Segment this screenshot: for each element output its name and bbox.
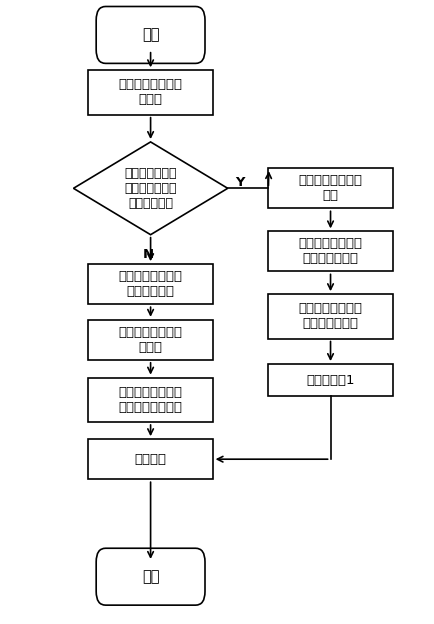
FancyBboxPatch shape <box>96 548 205 605</box>
Text: 将当前任务优先级
存入读任务表中: 将当前任务优先级 存入读任务表中 <box>299 237 362 265</box>
Text: 进行处理优先级反
转的相关操作: 进行处理优先级反 转的相关操作 <box>118 270 183 298</box>
Text: 初始化及相关可行
性判断: 初始化及相关可行 性判断 <box>118 79 183 107</box>
Bar <box>89 439 213 479</box>
Bar <box>89 264 213 305</box>
Text: 将该任务存入事件
等待表: 将该任务存入事件 等待表 <box>118 326 183 354</box>
Bar <box>89 319 213 360</box>
Text: 将信号量状态改为
读任务占有状态: 将信号量状态改为 读任务占有状态 <box>299 303 362 330</box>
Text: 结束: 结束 <box>142 569 159 584</box>
Text: 任务切换: 任务切换 <box>135 452 167 466</box>
Text: 将当前任务挂起状
态改为读请求挂起: 将当前任务挂起状 态改为读请求挂起 <box>118 386 183 414</box>
Text: 开始: 开始 <box>142 27 159 42</box>
Text: Y: Y <box>235 175 245 188</box>
Bar <box>268 168 393 208</box>
Text: 信号量状态是否
为未被占有或读
任务占有状态: 信号量状态是否 为未被占有或读 任务占有状态 <box>125 167 177 210</box>
Bar <box>89 378 213 422</box>
Polygon shape <box>73 142 228 235</box>
Text: 读任务数加1: 读任务数加1 <box>306 374 355 386</box>
Text: N: N <box>143 248 154 261</box>
FancyBboxPatch shape <box>96 6 205 64</box>
Bar <box>268 232 393 271</box>
Bar <box>268 294 393 339</box>
Bar <box>268 364 393 396</box>
Bar <box>89 70 213 115</box>
Text: 将信号量交给当前
任务: 将信号量交给当前 任务 <box>299 174 362 202</box>
